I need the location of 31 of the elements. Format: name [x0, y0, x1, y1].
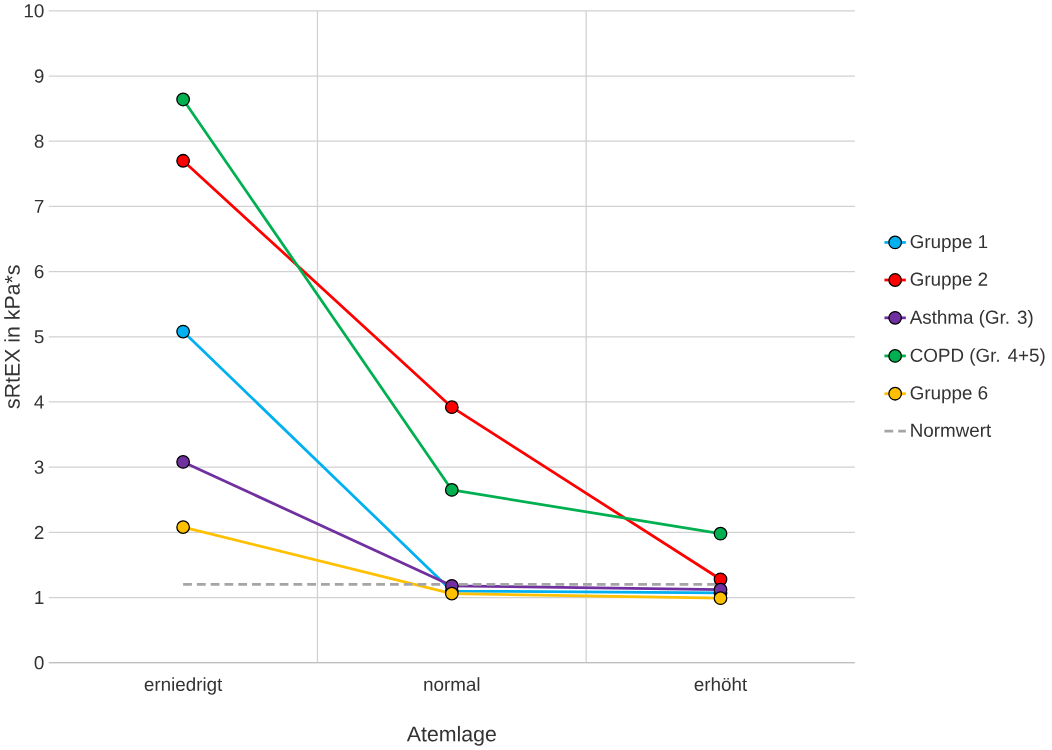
- y-tick-label: 3: [34, 460, 44, 474]
- x-tick-label: normal: [424, 677, 480, 692]
- legend-label: Normwert: [911, 423, 992, 437]
- y-tick-label: 4: [34, 395, 44, 409]
- point: [176, 455, 191, 469]
- point: [176, 92, 191, 107]
- legend-label: Gruppe 1: [910, 234, 988, 252]
- y-tick-label: 1: [35, 591, 44, 605]
- y-tick-label: 5: [34, 330, 44, 344]
- point: [444, 483, 459, 497]
- point: [713, 591, 728, 606]
- point: [176, 153, 191, 168]
- y-tick-label: 0: [34, 656, 44, 670]
- y-tick-label: 7: [34, 199, 44, 213]
- y-axis-title: sRtEX in kPa*s: [4, 265, 20, 409]
- x-tick-label: erniedrigt: [144, 677, 223, 695]
- legend-label: Gruppe 6: [910, 386, 988, 404]
- legend-label: COPD (Gr. 4+5): [910, 348, 1045, 366]
- legend-label: Gruppe 2: [910, 272, 988, 290]
- point: [713, 526, 728, 541]
- y-tick-label: 9: [34, 69, 44, 83]
- x-tick-label: erhöht: [694, 677, 748, 692]
- y-tick-label: 2: [34, 525, 44, 539]
- legend-label: Asthma (Gr. 3): [909, 310, 1033, 328]
- y-tick-label: 10: [24, 4, 44, 18]
- point: [444, 400, 459, 415]
- point: [176, 520, 191, 535]
- y-tick-label: 8: [34, 134, 44, 148]
- x-axis-title: Atemlage: [406, 725, 496, 746]
- point: [176, 324, 191, 339]
- y-tick-label: 6: [34, 264, 44, 279]
